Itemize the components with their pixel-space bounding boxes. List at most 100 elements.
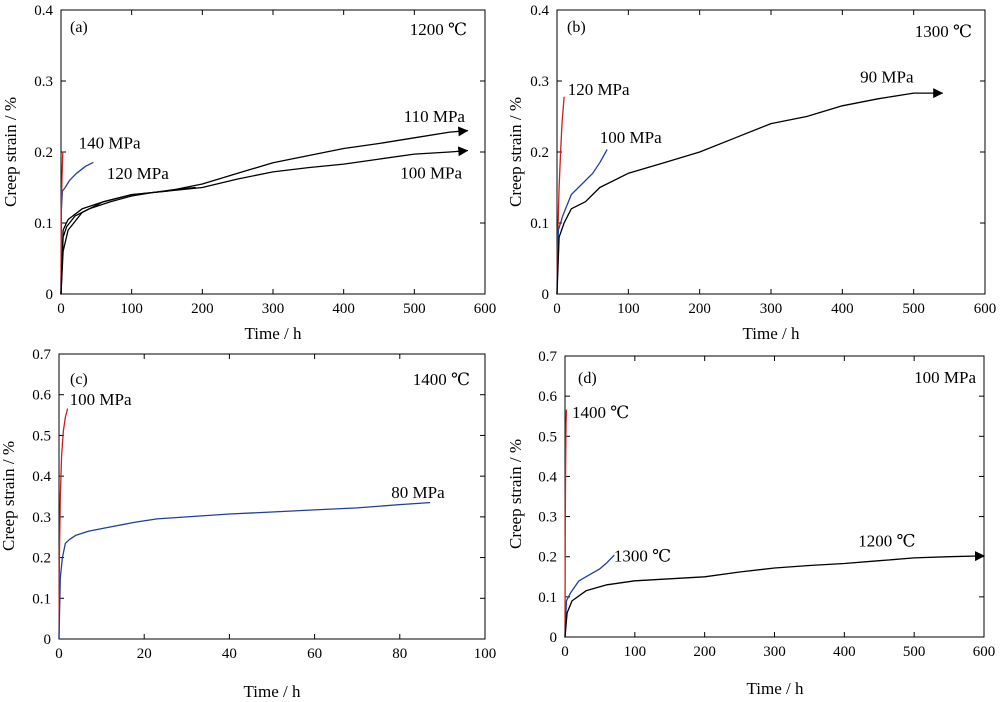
y-tick-label: 0.5 (538, 429, 557, 445)
x-tick-label: 500 (903, 644, 926, 660)
panel-d: 0 100 200 300 400 500 600 0 0.1 0.2 0.3 0.4 0.5 0.6 0.… (506, 349, 995, 698)
y-tick-label: 0.4 (32, 469, 51, 485)
x-axis-label: Time / h (746, 679, 804, 698)
y-tick-label: 0.6 (32, 388, 51, 404)
x-tick-label: 300 (760, 301, 783, 317)
x-tick-label: 0 (561, 644, 569, 660)
y-tick-label: 0 (542, 287, 550, 303)
x-tick-label: 200 (191, 301, 214, 317)
y-tick-label: 0.2 (34, 145, 53, 161)
y-tick-label: 0.2 (32, 551, 51, 567)
x-tick-label: 400 (831, 301, 854, 317)
x-tick-label: 600 (973, 644, 996, 660)
x-axis-label: Time / h (742, 324, 800, 343)
series-line-120-mpa (60, 186, 196, 295)
y-tick-label: 0.4 (538, 469, 557, 485)
series-annotation: 140 MPa (79, 133, 141, 152)
x-tick-label: 100 (474, 646, 497, 662)
axis-ticks: 0 100 200 300 400 500 600 0 0.1 0.2 0.3 0.4 (34, 3, 496, 317)
y-axis-label: Creep strain / % (1, 97, 20, 207)
y-tick-label: 0.1 (32, 591, 51, 607)
y-tick-label: 0.5 (32, 428, 51, 444)
x-tick-label: 500 (403, 301, 426, 317)
plot-frame (58, 353, 486, 640)
series-annotation: 110 MPa (404, 107, 466, 126)
series-line-100-mpa (58, 408, 69, 640)
series-line-1400 (564, 409, 568, 638)
y-tick-label: 0.4 (34, 3, 53, 19)
series-annotation: 100 MPa (70, 390, 132, 409)
y-tick-label: 0.1 (538, 590, 557, 606)
condition-label: 1200 ℃ (410, 20, 467, 39)
panel-label: (a) (70, 19, 88, 36)
series-annotation: 90 MPa (860, 67, 914, 86)
series-group (60, 126, 469, 295)
condition-label: 100 MPa (914, 368, 976, 387)
series-line-130-mpa (60, 151, 64, 295)
y-tick-label: 0.3 (538, 510, 557, 526)
x-axis-label: Time / h (243, 682, 301, 701)
x-tick-label: 20 (137, 646, 152, 662)
x-tick-label: 200 (693, 644, 716, 660)
x-tick-label: 100 (617, 301, 640, 317)
plot-frame (564, 355, 985, 638)
axis-ticks: 0 100 200 300 400 500 600 0 0.1 0.2 0.3 0.4 0.5 0.6 0.… (538, 349, 995, 660)
y-axis-label: Creep strain / % (0, 441, 18, 551)
y-tick-label: 0.3 (530, 74, 549, 90)
x-tick-label: 600 (474, 301, 497, 317)
series-line-1200 (564, 551, 985, 638)
panel-c: 0 20 40 60 80 100 0 0.1 0.2 0.3 0.4 0.5 0.6 0.7 100 M… (0, 347, 496, 701)
x-axis-label: Time / h (244, 324, 302, 343)
series-line-100-mpa (556, 149, 608, 295)
panel-b: 0 100 200 300 400 500 600 0 0.1 0.2 0.3 0.4 120 MPa… (506, 3, 996, 343)
annotation-group: 120 MPa 100 MPa 90 MPa (568, 67, 914, 146)
panel-label: (d) (578, 370, 597, 387)
y-axis-label: Creep strain / % (506, 439, 525, 549)
x-tick-label: 200 (688, 301, 711, 317)
x-tick-label: 100 (624, 644, 647, 660)
condition-label: 1400 ℃ (413, 370, 470, 389)
annotation-group: 1400 ℃ 1300 ℃ 1200 ℃ (572, 403, 916, 565)
annotation-group: 100 MPa 80 MPa (70, 390, 445, 502)
series-line-80-mpa (58, 501, 431, 640)
annotation-group: 140 MPa 120 MPa 110 MPa 100 MPa (79, 107, 466, 183)
y-tick-label: 0 (44, 632, 52, 648)
y-tick-label: 0.3 (32, 510, 51, 526)
series-annotation: 1200 ℃ (858, 532, 915, 551)
x-tick-label: 40 (222, 646, 237, 662)
series-group (58, 408, 431, 640)
x-tick-label: 400 (332, 301, 355, 317)
x-tick-label: 100 (120, 301, 143, 317)
y-tick-label: 0.4 (530, 3, 549, 19)
y-tick-label: 0.2 (538, 550, 557, 566)
series-annotation: 80 MPa (391, 483, 445, 502)
x-tick-label: 400 (833, 644, 856, 660)
series-line-1300 (564, 554, 615, 638)
panel-a: 0 100 200 300 400 500 600 0 0.1 0.2 0.3 0.4 140 MPa… (1, 3, 496, 343)
series-group (556, 88, 944, 295)
condition-label: 1300 ℃ (915, 22, 972, 41)
x-tick-label: 500 (902, 301, 925, 317)
x-tick-label: 60 (307, 646, 322, 662)
x-tick-label: 300 (262, 301, 285, 317)
series-line-110-mpa (60, 126, 469, 295)
y-tick-label: 0.1 (34, 216, 53, 232)
y-tick-label: 0.7 (32, 347, 51, 363)
y-tick-label: 0.3 (34, 74, 53, 90)
series-annotation: 120 MPa (107, 164, 169, 183)
series-annotation: 120 MPa (568, 80, 630, 99)
x-tick-label: 80 (392, 646, 407, 662)
y-tick-label: 0.6 (538, 389, 557, 405)
series-annotation: 1400 ℃ (572, 403, 629, 422)
panel-label: (b) (567, 19, 586, 36)
series-group (564, 409, 985, 638)
y-tick-label: 0 (550, 630, 558, 646)
y-tick-label: 0 (46, 287, 54, 303)
series-annotation: 1300 ℃ (614, 547, 671, 566)
plot-frame (556, 9, 986, 295)
x-tick-label: 0 (553, 301, 561, 317)
series-line-90-mpa (556, 88, 944, 295)
series-annotation: 100 MPa (400, 163, 462, 182)
axis-ticks: 0 100 200 300 400 500 600 0 0.1 0.2 0.3 0.4 (530, 3, 996, 317)
